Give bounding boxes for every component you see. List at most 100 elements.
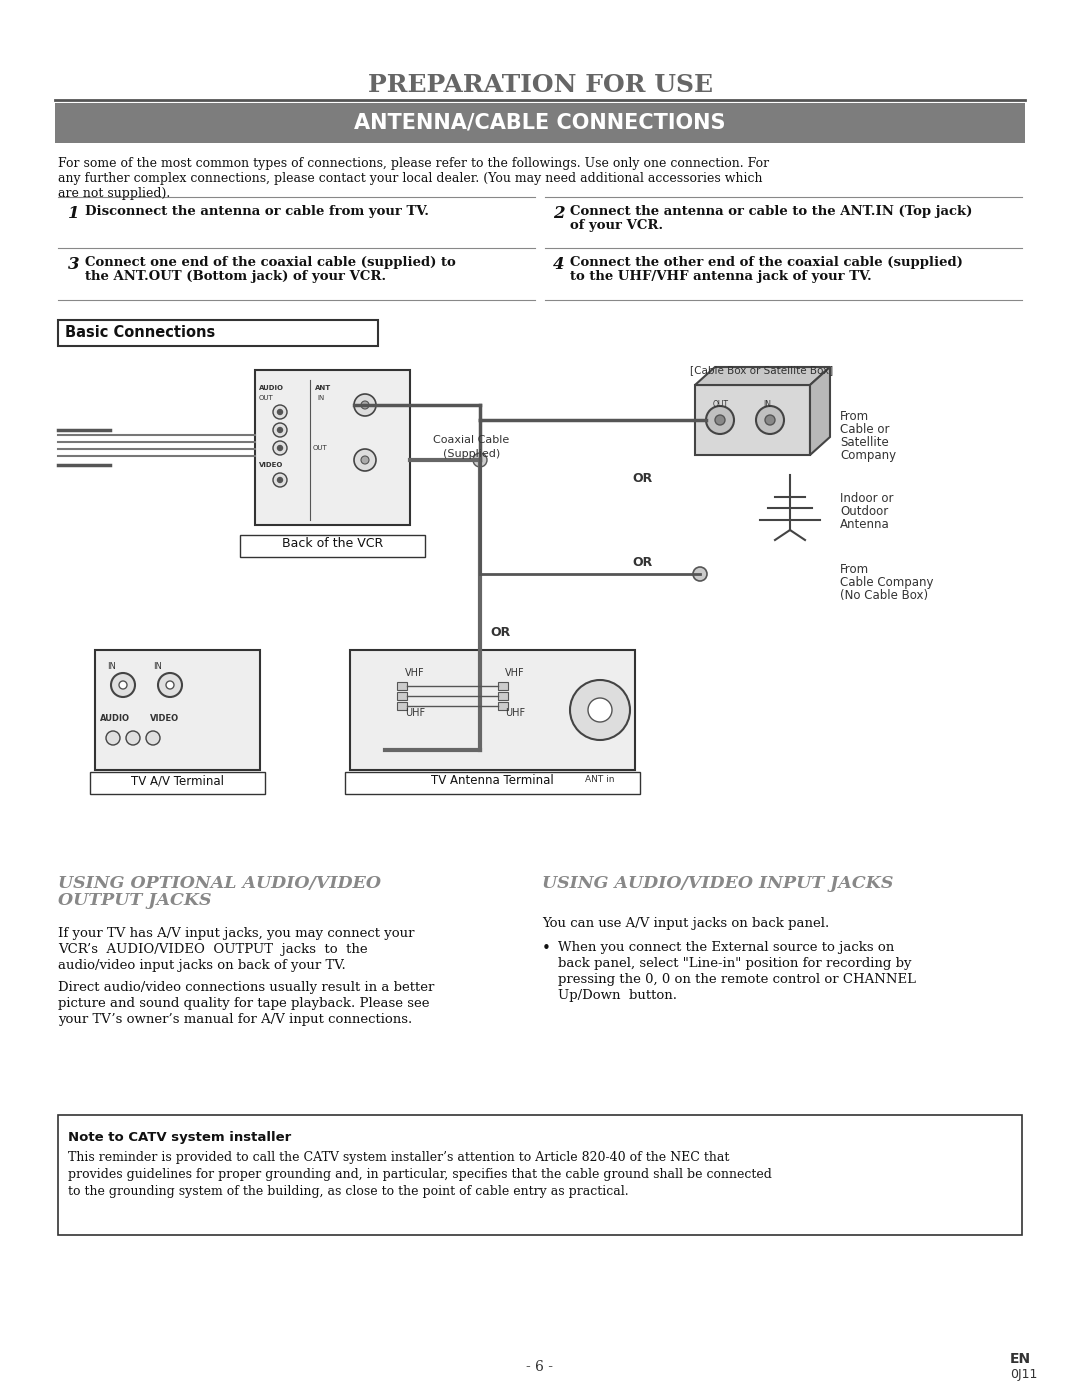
Text: Disconnect the antenna or cable from your TV.: Disconnect the antenna or cable from you… — [85, 205, 429, 218]
Text: OR: OR — [632, 472, 652, 485]
Circle shape — [278, 446, 283, 450]
Circle shape — [158, 673, 183, 697]
Text: USING AUDIO/VIDEO INPUT JACKS: USING AUDIO/VIDEO INPUT JACKS — [542, 875, 893, 893]
Text: IN: IN — [107, 662, 116, 671]
Text: If your TV has A/V input jacks, you may connect your: If your TV has A/V input jacks, you may … — [58, 928, 415, 940]
Circle shape — [273, 441, 287, 455]
Text: OUTPUT JACKS: OUTPUT JACKS — [58, 893, 212, 909]
Text: EN: EN — [1010, 1352, 1031, 1366]
Text: ANTENNA/CABLE CONNECTIONS: ANTENNA/CABLE CONNECTIONS — [354, 113, 726, 133]
Circle shape — [119, 680, 127, 689]
Text: Outdoor: Outdoor — [840, 504, 888, 518]
Text: OR: OR — [632, 556, 652, 569]
Text: Up/Down  button.: Up/Down button. — [558, 989, 677, 1002]
Bar — [696, 386, 810, 455]
Circle shape — [361, 401, 369, 409]
Text: USING OPTIONAL AUDIO/VIDEO: USING OPTIONAL AUDIO/VIDEO — [58, 875, 381, 893]
Text: This reminder is provided to call the CATV system installer’s attention to Artic: This reminder is provided to call the CA… — [68, 1151, 729, 1164]
Text: OUT: OUT — [713, 400, 729, 409]
Text: your TV’s owner’s manual for A/V input connections.: your TV’s owner’s manual for A/V input c… — [58, 1013, 413, 1025]
Text: VHF: VHF — [405, 668, 424, 678]
Text: AUDIO: AUDIO — [259, 386, 284, 391]
Circle shape — [166, 680, 174, 689]
Text: 3: 3 — [68, 256, 80, 272]
Text: Antenna: Antenna — [840, 518, 890, 531]
Text: VIDEO: VIDEO — [150, 714, 179, 724]
Polygon shape — [696, 367, 831, 386]
Text: picture and sound quality for tape playback. Please see: picture and sound quality for tape playb… — [58, 997, 430, 1010]
Text: Cable Company: Cable Company — [840, 576, 933, 590]
Text: 0J11: 0J11 — [1010, 1368, 1038, 1382]
Circle shape — [588, 698, 612, 722]
Text: Direct audio/video connections usually result in a better: Direct audio/video connections usually r… — [58, 981, 434, 995]
Bar — [58, 1115, 1022, 1235]
Circle shape — [354, 448, 376, 471]
Circle shape — [111, 673, 135, 697]
Text: Satellite: Satellite — [840, 436, 889, 448]
Bar — [498, 682, 508, 690]
Text: 2: 2 — [553, 205, 565, 222]
Bar — [58, 320, 378, 346]
Text: are not supplied).: are not supplied). — [58, 187, 171, 200]
Text: From: From — [840, 563, 869, 576]
Circle shape — [756, 407, 784, 434]
Text: audio/video input jacks on back of your TV.: audio/video input jacks on back of your … — [58, 958, 346, 972]
Text: You can use A/V input jacks on back panel.: You can use A/V input jacks on back pane… — [542, 916, 829, 930]
Bar — [240, 535, 426, 557]
Text: Basic Connections: Basic Connections — [65, 326, 215, 339]
Text: 4: 4 — [553, 256, 565, 272]
Bar — [345, 773, 640, 793]
Text: VHF: VHF — [505, 668, 525, 678]
Text: OUT: OUT — [259, 395, 273, 401]
Text: Cable or: Cable or — [840, 423, 890, 436]
Text: VIDEO: VIDEO — [259, 462, 283, 468]
Text: Connect the other end of the coaxial cable (supplied): Connect the other end of the coaxial cab… — [570, 256, 963, 270]
Text: 1: 1 — [68, 205, 80, 222]
Text: Connect one end of the coaxial cable (supplied) to: Connect one end of the coaxial cable (su… — [85, 256, 456, 270]
Circle shape — [765, 415, 775, 425]
Circle shape — [273, 405, 287, 419]
Text: (No Cable Box): (No Cable Box) — [840, 590, 928, 602]
Bar — [498, 703, 508, 710]
Bar — [498, 692, 508, 700]
Bar — [95, 650, 260, 770]
Circle shape — [693, 567, 707, 581]
Text: •: • — [542, 942, 551, 956]
Circle shape — [273, 423, 287, 437]
Circle shape — [706, 407, 734, 434]
Text: of your VCR.: of your VCR. — [570, 219, 663, 232]
Circle shape — [278, 478, 283, 482]
Text: the ANT.OUT (Bottom jack) of your VCR.: the ANT.OUT (Bottom jack) of your VCR. — [85, 270, 387, 284]
Text: any further complex connections, please contact your local dealer. (You may need: any further complex connections, please … — [58, 172, 762, 184]
Circle shape — [473, 453, 487, 467]
Text: OUT: OUT — [313, 446, 327, 451]
Text: VCR’s  AUDIO/VIDEO  OUTPUT  jacks  to  the: VCR’s AUDIO/VIDEO OUTPUT jacks to the — [58, 943, 367, 956]
Circle shape — [715, 415, 725, 425]
Circle shape — [146, 731, 160, 745]
Circle shape — [106, 731, 120, 745]
Bar — [350, 650, 635, 770]
Bar — [397, 682, 407, 690]
Text: Connect the antenna or cable to the ANT.IN (Top jack): Connect the antenna or cable to the ANT.… — [570, 205, 972, 218]
Text: TV A/V Terminal: TV A/V Terminal — [131, 774, 224, 787]
Text: UHF: UHF — [505, 708, 525, 718]
Text: ANT: ANT — [315, 386, 332, 391]
Text: For some of the most common types of connections, please refer to the followings: For some of the most common types of con… — [58, 156, 769, 170]
Text: ANT in: ANT in — [585, 775, 615, 784]
Text: to the grounding system of the building, as close to the point of cable entry as: to the grounding system of the building,… — [68, 1185, 629, 1199]
Text: PREPARATION FOR USE: PREPARATION FOR USE — [367, 73, 713, 96]
Text: [Cable Box or Satellite Box]: [Cable Box or Satellite Box] — [690, 365, 834, 374]
Bar — [397, 703, 407, 710]
Bar — [55, 103, 1025, 142]
Text: - 6 -: - 6 - — [527, 1361, 554, 1375]
Text: (Supplied): (Supplied) — [443, 448, 500, 460]
Text: IN: IN — [153, 662, 162, 671]
Text: Note to CATV system installer: Note to CATV system installer — [68, 1132, 292, 1144]
Circle shape — [126, 731, 140, 745]
Text: Indoor or: Indoor or — [840, 492, 893, 504]
Text: UHF: UHF — [405, 708, 426, 718]
Text: AUDIO: AUDIO — [100, 714, 130, 724]
Bar — [255, 370, 410, 525]
Circle shape — [354, 394, 376, 416]
Circle shape — [361, 455, 369, 464]
